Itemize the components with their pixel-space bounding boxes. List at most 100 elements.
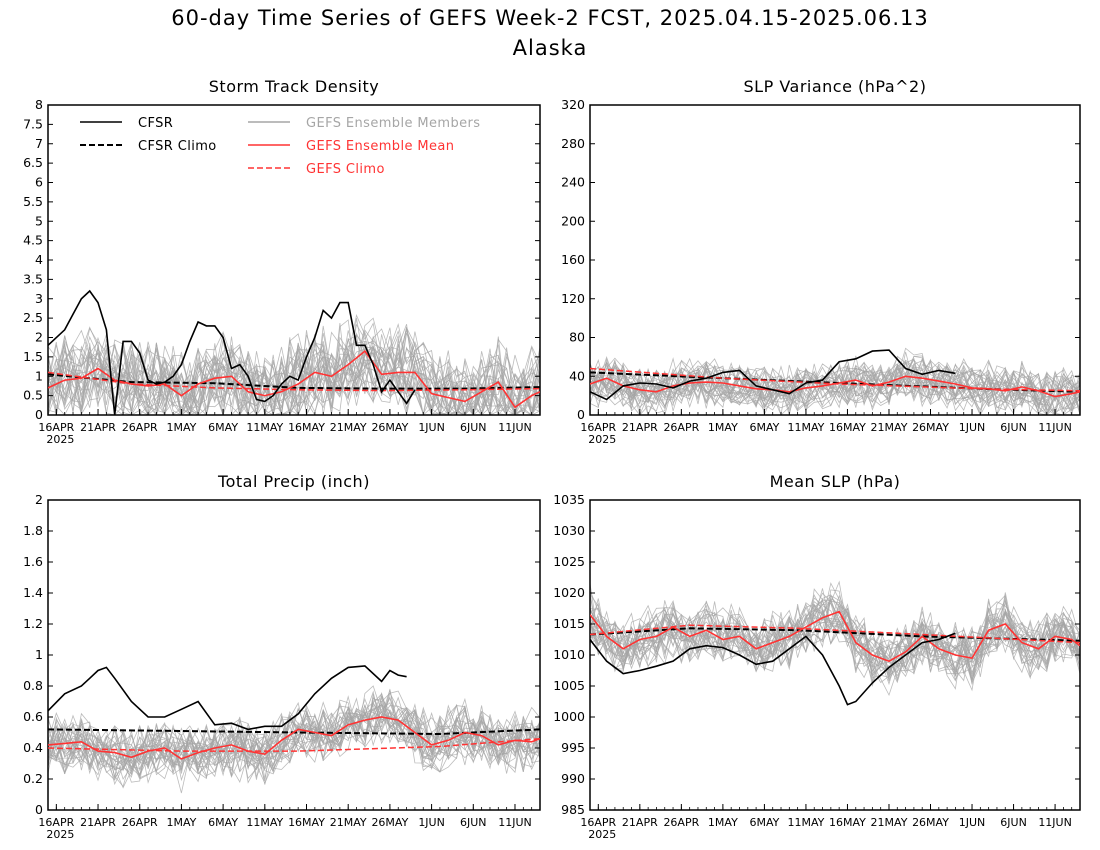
y-tick-label: 0 [35, 407, 43, 422]
x-tick-label: 21MAY [871, 816, 908, 829]
x-tick-label: 26MAY [912, 421, 949, 434]
y-tick-label: 4 [35, 252, 43, 267]
y-tick-label: 1 [35, 647, 43, 662]
x-tick-label: 21APR [80, 816, 116, 829]
y-tick-label: 0.8 [23, 678, 43, 693]
ensemble-member-line [590, 351, 1080, 414]
y-tick-label: 1.2 [23, 616, 43, 631]
figure-subtitle: Alaska [512, 36, 588, 60]
panel-title: Total Precip (inch) [217, 472, 370, 491]
x-tick-label: 26APR [122, 816, 158, 829]
series-lines [590, 610, 1080, 706]
ensemble-member-line [590, 588, 1080, 675]
x-tick-label: 26APR [663, 816, 699, 829]
x-year-label: 2025 [46, 433, 74, 446]
ensemble-member-line [590, 603, 1080, 692]
x-tick-label: 21APR [622, 421, 658, 434]
x-tick-label: 26APR [122, 421, 158, 434]
x-tick-label: 6JUN [460, 421, 487, 434]
ensemble-member-line [48, 339, 540, 415]
series-gefs-climo-line [48, 737, 540, 752]
ensemble-member-line [48, 319, 540, 415]
y-tick-label: 40 [569, 368, 585, 383]
y-tick-label: 320 [561, 97, 585, 112]
ensemble-member-line [48, 343, 540, 415]
x-year-label: 2025 [46, 828, 74, 841]
y-tick-label: 1005 [553, 678, 585, 693]
x-tick-label: 26MAY [371, 816, 408, 829]
legend-label-cfsr-climo: CFSR Climo [138, 139, 217, 154]
y-tick-label: 990 [561, 771, 585, 786]
x-tick-label: 11JUN [498, 816, 532, 829]
legend-label-gefs-climo: GEFS Climo [306, 162, 385, 177]
ensemble-members [48, 685, 540, 794]
x-tick-label: 16APR [38, 816, 74, 829]
ensemble-member-line [590, 357, 1080, 415]
y-tick-label: 8 [35, 97, 43, 112]
y-tick-label: 1.8 [23, 523, 43, 538]
chart-panel-2: SLP Variance (hPa^2) 0 40 80 120 160 200 240 280… [561, 77, 1081, 446]
y-tick-label: 5 [35, 213, 43, 228]
x-tick-label: 16MAY [829, 421, 866, 434]
ensemble-member-line [48, 330, 540, 415]
x-tick-label: 21MAY [871, 421, 908, 434]
y-tick-label: 1030 [553, 523, 585, 538]
chart-panel-4: Mean SLP (hPa) 985 990 995 1000 1005 1010 1015 1… [553, 472, 1081, 841]
ensemble-member-line [48, 703, 540, 779]
y-tick-label: 1.5 [23, 349, 43, 364]
legend-label-members: GEFS Ensemble Members [306, 116, 480, 131]
x-tick-label: 6JUN [1000, 421, 1027, 434]
series-gefs-climo-line [590, 624, 1080, 644]
y-tick-label: 7.5 [23, 116, 43, 131]
ensemble-member-line [590, 367, 1080, 415]
y-tick-label: 995 [561, 740, 585, 755]
panel-title: Mean SLP (hPa) [770, 472, 901, 491]
ensemble-members [48, 313, 540, 415]
y-tick-label: 0.2 [23, 771, 43, 786]
x-tick-label: 6JUN [1000, 816, 1027, 829]
ensemble-member-line [590, 594, 1080, 682]
panel-title: SLP Variance (hPa^2) [744, 77, 927, 96]
y-tick-label: 1035 [553, 492, 585, 507]
x-tick-label: 11JUN [1038, 816, 1072, 829]
y-tick-label: 3.5 [23, 271, 43, 286]
ensemble-member-line [590, 588, 1080, 682]
x-tick-label: 1JUN [959, 816, 986, 829]
ensemble-member-line [590, 593, 1080, 671]
y-tick-label: 6.5 [23, 155, 43, 170]
ensemble-member-line [590, 602, 1080, 679]
y-tick-label: 5.5 [23, 194, 43, 209]
x-tick-label: 11JUN [498, 421, 532, 434]
legend-label-mean: GEFS Ensemble Mean [306, 139, 454, 154]
x-tick-label: 1JUN [418, 421, 445, 434]
x-tick-label: 26MAY [912, 816, 949, 829]
y-tick-label: 7 [35, 136, 43, 151]
x-tick-label: 1JUN [418, 816, 445, 829]
ensemble-members [590, 347, 1080, 415]
series-lines [590, 349, 1080, 401]
series-cfsr-climo-line [48, 728, 540, 736]
chart-panel-3: Total Precip (inch) 0 0.2 0.4 0.6 0.8 1 1.2 1.4 1… [23, 472, 541, 841]
x-tick-label: 26APR [663, 421, 699, 434]
series-lines [48, 665, 540, 760]
x-tick-label: 21APR [80, 421, 116, 434]
y-tick-label: 6 [35, 175, 43, 190]
ensemble-members [590, 580, 1080, 697]
y-tick-label: 1.6 [23, 554, 43, 569]
y-tick-label: 0.6 [23, 709, 43, 724]
y-tick-label: 985 [561, 802, 585, 817]
series-cfsr-line [590, 632, 956, 706]
x-tick-label: 21MAY [330, 421, 367, 434]
figure-title: 60-day Time Series of GEFS Week-2 FCST, … [171, 6, 929, 30]
x-tick-label: 16MAY [829, 816, 866, 829]
x-tick-label: 1MAY [708, 421, 738, 434]
plot-frame [589, 104, 1081, 416]
chart-panel-1: Storm Track Density 0 0.5 1 1.5 2 2.5 3 3.5 4 4.5 5… [23, 77, 541, 446]
ensemble-member-line [590, 359, 1080, 415]
y-tick-label: 120 [561, 291, 585, 306]
y-tick-label: 1000 [553, 709, 585, 724]
x-tick-label: 11MAY [787, 421, 824, 434]
y-tick-label: 1010 [553, 647, 585, 662]
x-tick-label: 6JUN [460, 816, 487, 829]
